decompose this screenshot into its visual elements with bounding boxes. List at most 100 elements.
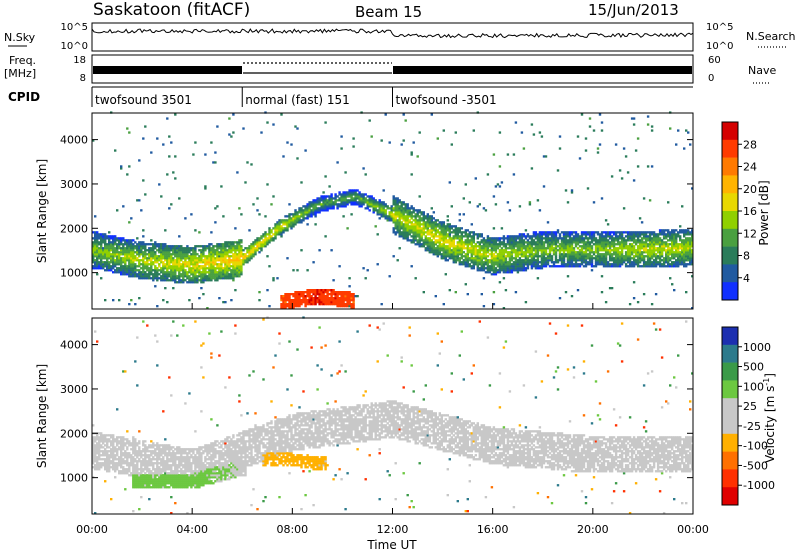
power-cell [486, 267, 490, 270]
power-cell [310, 209, 313, 212]
power-cell [392, 229, 395, 232]
power-cell [300, 181, 303, 184]
power-cell [398, 247, 401, 250]
power-cell [628, 249, 632, 252]
power-cell [602, 237, 606, 240]
power-cell [530, 259, 534, 262]
power-cell [570, 259, 574, 262]
power-cell [588, 263, 592, 266]
power-cell [222, 255, 225, 258]
power-cell [284, 215, 287, 218]
power-cell [114, 239, 117, 242]
power-cell [462, 231, 465, 234]
power-cell [683, 233, 686, 236]
power-cell [164, 279, 167, 282]
power-cell [394, 225, 397, 228]
power-cell [532, 235, 536, 238]
power-cell [148, 253, 151, 256]
power-cell [504, 263, 508, 266]
power-cell [636, 233, 640, 236]
power-cell [344, 297, 347, 300]
power-cell [626, 235, 630, 238]
power-cell [506, 243, 510, 246]
power-cell [214, 253, 217, 256]
velocity-cell [106, 452, 109, 455]
power-cell [166, 277, 169, 280]
power-cell [312, 299, 315, 302]
power-cell [412, 239, 415, 242]
power-cell [330, 205, 333, 208]
power-cell [114, 251, 117, 254]
power-cell [652, 233, 656, 236]
power-cell [662, 259, 666, 262]
power-cell [442, 227, 445, 230]
power-cell [164, 243, 167, 246]
power-cell [210, 269, 213, 272]
power-cell [378, 211, 381, 214]
power-cell [554, 255, 558, 258]
power-cell [526, 255, 530, 258]
power-cell [320, 205, 323, 208]
power-cell [154, 271, 157, 274]
power-cell [374, 201, 377, 204]
power-cell [196, 267, 199, 270]
power-cell [496, 247, 500, 250]
power-cell [244, 247, 247, 250]
velocity-cell [110, 436, 113, 439]
power-cell [598, 263, 602, 266]
power-cell [130, 253, 133, 256]
power-cell [584, 257, 588, 260]
power-cell [638, 247, 642, 250]
power-cell [628, 247, 632, 250]
power-cell [636, 237, 640, 240]
power-cell [236, 273, 239, 276]
power-cell [486, 245, 490, 248]
power-cell [392, 231, 395, 234]
power-cell [685, 265, 688, 268]
power-cell [296, 221, 299, 224]
power-cell [362, 195, 365, 198]
power-cell [506, 239, 510, 242]
power-cell [566, 243, 570, 246]
power-cell [202, 281, 205, 284]
power-cell [406, 227, 409, 230]
power-cell [294, 223, 297, 226]
power-cell [476, 235, 479, 238]
power-cell [572, 255, 576, 258]
power-cell [626, 259, 630, 262]
power-cell [188, 263, 191, 266]
power-cell [318, 249, 321, 252]
power-cell [346, 227, 349, 230]
power-cell [496, 271, 500, 274]
power-cell [671, 239, 674, 242]
power-cell [342, 199, 345, 202]
power-cell [164, 229, 167, 232]
power-cell [438, 253, 441, 256]
power-cell [118, 267, 121, 270]
power-cell [364, 199, 367, 202]
power-cell [102, 255, 105, 258]
power-cell [472, 267, 475, 270]
power-cell [494, 247, 498, 250]
power-cell [308, 209, 311, 212]
power-cell [168, 265, 171, 268]
power-cell [236, 257, 239, 260]
power-cell [144, 267, 147, 270]
power-cell [518, 265, 522, 268]
power-cell [600, 249, 604, 252]
power-cell [544, 251, 548, 254]
power-cell [216, 253, 219, 256]
power-cell [648, 239, 652, 242]
power-cell [376, 201, 379, 204]
power-cell [128, 253, 131, 256]
power-cell [520, 131, 524, 134]
power-cell [518, 247, 522, 250]
velocity-cell [102, 454, 105, 457]
power-cell [532, 263, 536, 266]
velocity-cell [106, 470, 109, 473]
power-cell [562, 263, 566, 266]
power-cell [408, 229, 411, 232]
power-cell [218, 253, 221, 256]
power-cell [244, 253, 247, 256]
power-cell [214, 263, 217, 266]
